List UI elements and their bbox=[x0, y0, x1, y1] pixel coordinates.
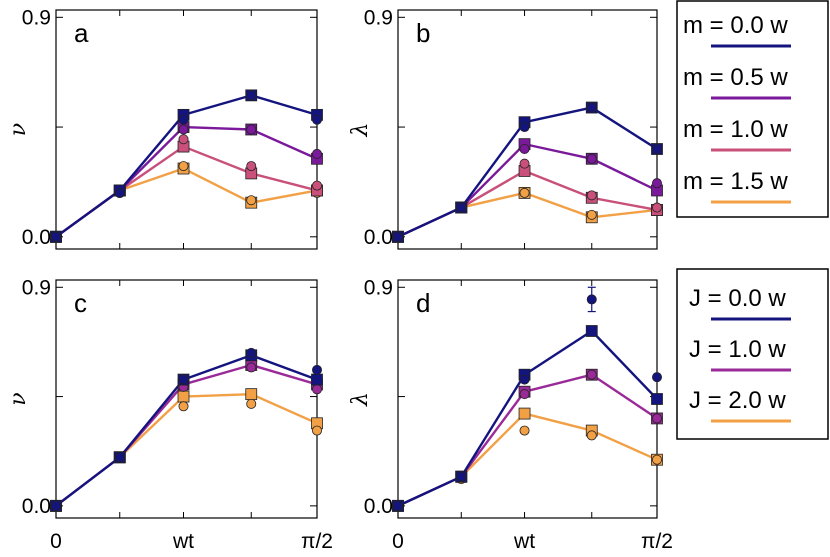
series-line bbox=[55, 167, 318, 238]
series-line bbox=[55, 392, 318, 507]
circle-marker bbox=[311, 364, 322, 375]
circle-marker bbox=[586, 430, 597, 441]
circle-marker bbox=[51, 231, 62, 242]
circle-marker bbox=[456, 202, 467, 213]
circle-marker bbox=[246, 124, 257, 135]
circle-marker bbox=[51, 500, 62, 511]
y-axis-label: λ bbox=[348, 392, 373, 407]
legend-bottom-label-0: J = 0.0 w bbox=[689, 285, 786, 312]
y-tick-label-0: 0.0 bbox=[22, 495, 51, 518]
x-tick-label-1: wt bbox=[513, 530, 535, 553]
plot-frame bbox=[55, 9, 318, 250]
circle-marker bbox=[178, 161, 189, 172]
circle-marker bbox=[311, 384, 322, 395]
panel-b: 0.0 0.9 λ b bbox=[348, 6, 663, 250]
circle-marker bbox=[246, 195, 257, 206]
circle-marker bbox=[178, 401, 189, 412]
circle-marker bbox=[178, 134, 189, 145]
circle-marker bbox=[246, 161, 257, 172]
circle-marker bbox=[652, 202, 663, 213]
circle-marker bbox=[519, 122, 530, 133]
legend-bottom-label-2: J = 2.0 w bbox=[689, 387, 786, 414]
panel-c: 0.0 0.9 0 wt π/2 ν c bbox=[6, 276, 333, 553]
legend-top-label-3: m = 1.5 w bbox=[683, 168, 788, 195]
y-tick-label-0: 0.0 bbox=[22, 226, 51, 249]
circle-marker bbox=[586, 102, 597, 113]
circle-marker bbox=[456, 471, 467, 482]
y-tick-label-0: 0.0 bbox=[364, 495, 393, 518]
circle-marker bbox=[246, 90, 257, 101]
circle-marker bbox=[652, 178, 663, 189]
legend-bottom-frame bbox=[676, 268, 829, 440]
series-line bbox=[55, 145, 318, 238]
legend-bottom: J = 0.0 w J = 1.0 w J = 2.0 w bbox=[676, 268, 829, 440]
circle-marker bbox=[246, 362, 257, 373]
panel-a: 0.0 0.9 ν a bbox=[6, 6, 323, 250]
circle-marker bbox=[178, 374, 189, 385]
y-axis-label: ν bbox=[6, 392, 31, 405]
y-tick-label-1: 0.9 bbox=[364, 6, 393, 29]
series-line bbox=[397, 191, 658, 238]
circle-marker bbox=[178, 124, 189, 135]
circle-marker bbox=[586, 190, 597, 201]
plot-frame bbox=[55, 279, 318, 519]
circle-marker bbox=[114, 452, 125, 463]
y-axis-label: λ bbox=[348, 123, 373, 138]
x-tick-label-2: π/2 bbox=[301, 530, 333, 553]
circle-marker bbox=[519, 425, 530, 436]
circle-marker bbox=[586, 209, 597, 220]
circle-marker bbox=[586, 369, 597, 380]
circle-marker bbox=[652, 413, 663, 424]
legend-top-label-2: m = 1.0 w bbox=[683, 116, 788, 143]
y-tick-label-1: 0.9 bbox=[22, 6, 51, 29]
circle-marker bbox=[652, 454, 663, 465]
circle-marker bbox=[311, 148, 322, 159]
y-axis-label: ν bbox=[6, 123, 31, 136]
plot-frame bbox=[397, 279, 658, 519]
x-tick-label-0: 0 bbox=[50, 530, 62, 553]
circle-marker bbox=[519, 158, 530, 169]
panel-d: 0.0 0.9 0 wt π/2 λ d bbox=[348, 276, 673, 553]
panel-letter: a bbox=[74, 18, 89, 48]
circle-marker bbox=[246, 347, 257, 358]
panel-letter: c bbox=[74, 288, 87, 318]
circle-marker bbox=[392, 231, 403, 242]
x-tick-label-2: π/2 bbox=[641, 530, 673, 553]
circle-marker bbox=[652, 144, 663, 155]
circle-marker bbox=[311, 114, 322, 125]
circle-marker bbox=[178, 114, 189, 125]
panel-letter: b bbox=[416, 18, 430, 48]
plot-frame bbox=[397, 9, 658, 250]
square-marker bbox=[311, 373, 323, 386]
square-marker bbox=[651, 393, 663, 405]
square-marker bbox=[177, 390, 190, 403]
legend-top-label-0: m = 0.0 w bbox=[683, 12, 788, 39]
x-tick-label-0: 0 bbox=[392, 530, 404, 553]
legend-bottom-label-1: J = 1.0 w bbox=[689, 336, 786, 363]
circle-marker bbox=[652, 372, 663, 383]
circle-marker bbox=[519, 187, 530, 198]
circle-marker bbox=[586, 153, 597, 164]
panel-letter: d bbox=[416, 288, 430, 318]
circle-marker bbox=[519, 389, 530, 400]
circle-marker bbox=[246, 398, 257, 409]
y-tick-label-1: 0.9 bbox=[364, 276, 393, 299]
square-marker bbox=[585, 325, 598, 337]
circle-marker bbox=[311, 180, 322, 191]
x-tick-label-1: wt bbox=[172, 530, 194, 553]
legend-top-frame bbox=[676, 0, 829, 218]
circle-marker bbox=[114, 187, 125, 198]
circle-marker bbox=[519, 374, 530, 385]
square-marker bbox=[245, 388, 258, 401]
y-tick-label-0: 0.0 bbox=[364, 226, 393, 249]
circle-marker bbox=[519, 144, 530, 155]
circle-marker bbox=[311, 425, 322, 436]
legend-top-label-1: m = 0.5 w bbox=[683, 64, 788, 91]
circle-marker bbox=[392, 500, 403, 511]
square-marker bbox=[518, 407, 531, 420]
series-line bbox=[397, 169, 658, 238]
y-tick-label-1: 0.9 bbox=[22, 276, 51, 299]
legend-top: m = 0.0 w m = 0.5 w m = 1.0 w m = 1.5 w bbox=[676, 0, 829, 218]
